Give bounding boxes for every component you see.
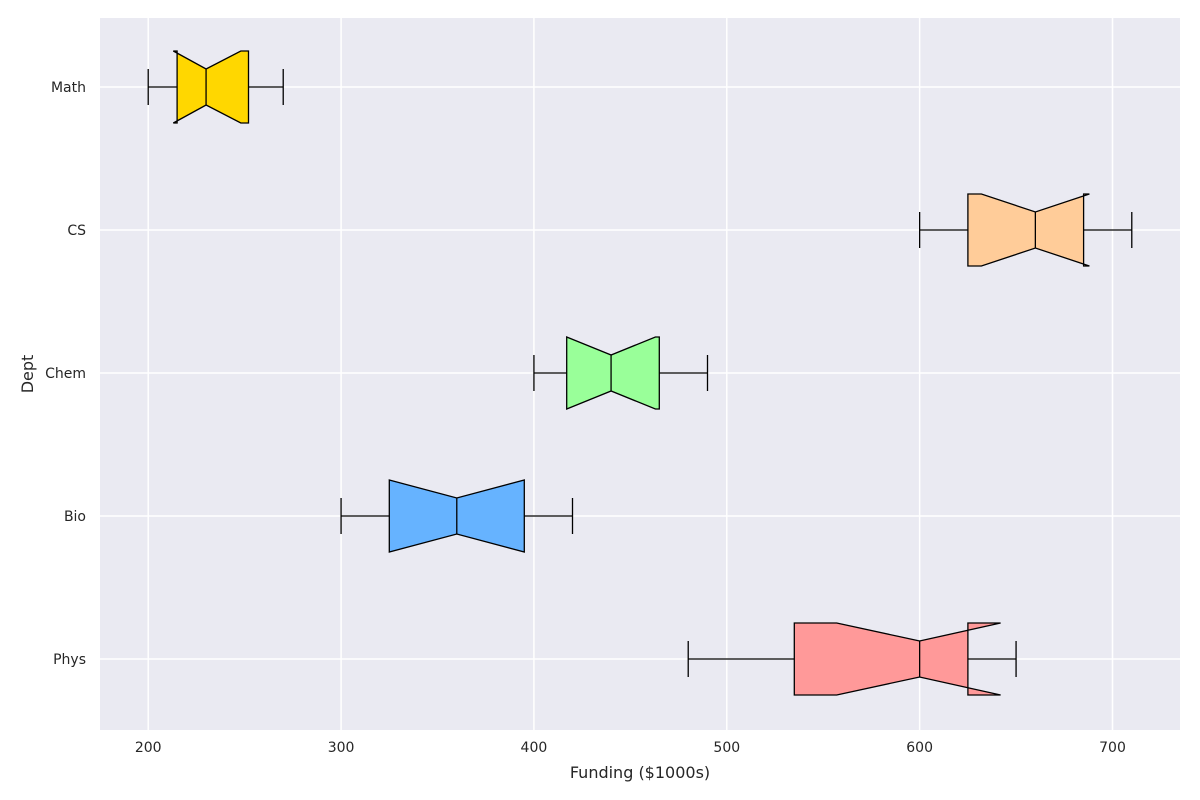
y-tick-label: Chem (45, 366, 86, 382)
x-tick-label: 400 (521, 740, 548, 756)
box-phys (687, 622, 1017, 696)
box-body (967, 193, 1090, 267)
x-axis-ticks: 200 300 400 500 600 700 (135, 740, 1126, 756)
y-axis-ticks: Phys Bio Chem CS Math (45, 80, 86, 668)
x-tick-label: 700 (1099, 740, 1126, 756)
box-body (793, 622, 1001, 696)
box-math (147, 50, 284, 124)
box-body (566, 336, 660, 410)
y-tick-label: Bio (64, 509, 86, 525)
y-axis-label: Dept (18, 355, 37, 394)
box-body (172, 50, 250, 124)
x-tick-label: 300 (328, 740, 355, 756)
box-bio (340, 479, 574, 553)
x-tick-label: 600 (906, 740, 933, 756)
x-tick-label: 200 (135, 740, 162, 756)
box-chem (533, 336, 709, 410)
box-series (147, 50, 1133, 696)
y-tick-label: Phys (53, 652, 86, 668)
x-axis-label: Funding ($1000s) (570, 763, 710, 782)
y-tick-label: Math (51, 80, 86, 96)
y-tick-label: CS (67, 223, 86, 239)
box-cs (918, 193, 1133, 267)
x-tick-label: 500 (713, 740, 740, 756)
